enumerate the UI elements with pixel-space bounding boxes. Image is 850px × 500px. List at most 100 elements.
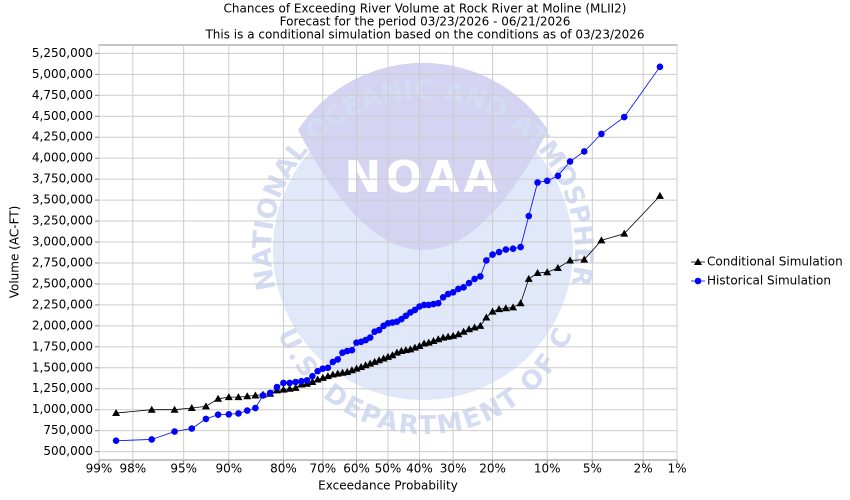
data-point — [243, 392, 252, 400]
data-point — [434, 299, 442, 307]
data-point — [516, 299, 525, 307]
x-tick-label: 98% — [120, 462, 147, 476]
data-point — [188, 425, 196, 432]
data-point — [454, 330, 463, 338]
data-point — [202, 415, 210, 423]
x-tick-label: 10% — [534, 462, 561, 476]
data-point — [580, 148, 588, 155]
chart-title: Chances of Exceeding River Volume at Roc… — [224, 2, 627, 16]
data-point — [482, 313, 491, 321]
data-point — [488, 307, 497, 315]
data-point — [524, 274, 533, 282]
data-point — [566, 256, 575, 264]
data-point — [279, 385, 288, 393]
data-point — [309, 372, 316, 380]
x-tick-label: 70% — [310, 462, 337, 476]
data-point — [201, 402, 210, 410]
chart-subtitle: This is a conditional simulation based o… — [204, 28, 644, 42]
data-point — [656, 63, 664, 71]
data-point — [489, 251, 496, 258]
y-tick-label: 4,250,000 — [32, 130, 93, 144]
data-point — [366, 334, 374, 341]
data-point — [620, 229, 629, 237]
data-point — [314, 367, 321, 375]
y-tick-label: 4,500,000 — [32, 109, 93, 123]
data-point — [187, 404, 196, 412]
data-point — [402, 312, 410, 320]
x-tick-label: 60% — [343, 462, 370, 476]
data-point — [597, 236, 606, 244]
x-tick-label: 40% — [406, 462, 433, 476]
data-point — [285, 384, 294, 392]
watermark-logo: NOAA — [344, 152, 501, 203]
y-tick-label: 2,500,000 — [32, 276, 93, 290]
data-point — [444, 290, 452, 298]
data-point — [147, 405, 156, 413]
data-point — [291, 383, 300, 391]
y-tick-label: 1,500,000 — [32, 360, 93, 374]
data-point — [598, 130, 605, 138]
data-point — [234, 393, 243, 401]
data-point — [517, 243, 524, 251]
data-point — [329, 358, 337, 366]
x-tick-label: 95% — [170, 462, 197, 476]
data-point — [533, 269, 542, 277]
data-point — [553, 264, 562, 272]
data-point — [280, 379, 287, 387]
data-point — [334, 356, 342, 363]
data-point — [243, 407, 251, 414]
chart-subtitle: Forecast for the period 03/23/2026 - 06/… — [280, 15, 571, 29]
x-tick-label: 5% — [583, 462, 602, 476]
data-point — [483, 257, 490, 264]
legend-label: Historical Simulation — [707, 274, 831, 288]
y-tick-label: 750,000 — [43, 423, 93, 437]
x-tick-label: 1% — [667, 462, 686, 476]
y-tick-label: 1,250,000 — [32, 381, 93, 395]
y-tick-label: 2,250,000 — [32, 297, 93, 311]
data-point — [251, 391, 260, 399]
data-point — [411, 306, 419, 314]
x-tick-label: 90% — [215, 462, 242, 476]
data-point — [543, 268, 552, 276]
data-point — [554, 172, 562, 180]
data-point — [460, 283, 467, 291]
data-point — [439, 294, 447, 301]
legend-label: Conditional Simulation — [707, 255, 843, 269]
data-point — [543, 177, 551, 185]
x-tick-label: 80% — [270, 462, 297, 476]
y-tick-label: 3,250,000 — [32, 214, 93, 228]
data-point — [214, 394, 223, 402]
x-axis-label: Exceedance Probability — [318, 479, 458, 493]
data-point — [620, 113, 628, 121]
data-point — [459, 327, 468, 335]
legend-marker — [694, 277, 702, 285]
y-axis-label: Volume (AC-FT) — [8, 206, 22, 299]
data-point — [266, 389, 274, 397]
data-point — [303, 377, 311, 384]
data-point — [502, 246, 510, 253]
data-point — [465, 279, 473, 287]
data-point — [420, 301, 428, 309]
data-point — [534, 179, 541, 186]
data-point — [148, 436, 156, 443]
data-point — [214, 411, 222, 419]
data-point — [580, 255, 589, 263]
x-tick-label: 50% — [375, 462, 402, 476]
data-point — [273, 383, 281, 391]
data-point — [319, 365, 327, 372]
data-point — [455, 285, 462, 293]
data-point — [375, 326, 383, 334]
x-tick-label: 30% — [440, 462, 467, 476]
data-point — [324, 364, 332, 372]
data-point — [477, 273, 484, 280]
data-point — [225, 411, 233, 418]
data-point — [449, 289, 457, 296]
data-point — [298, 377, 305, 385]
data-point — [259, 392, 267, 399]
y-tick-label: 500,000 — [43, 444, 93, 458]
data-point — [566, 158, 574, 165]
watermark-sky — [298, 62, 548, 251]
y-tick-label: 4,000,000 — [32, 151, 93, 165]
y-tick-label: 5,250,000 — [32, 46, 93, 60]
